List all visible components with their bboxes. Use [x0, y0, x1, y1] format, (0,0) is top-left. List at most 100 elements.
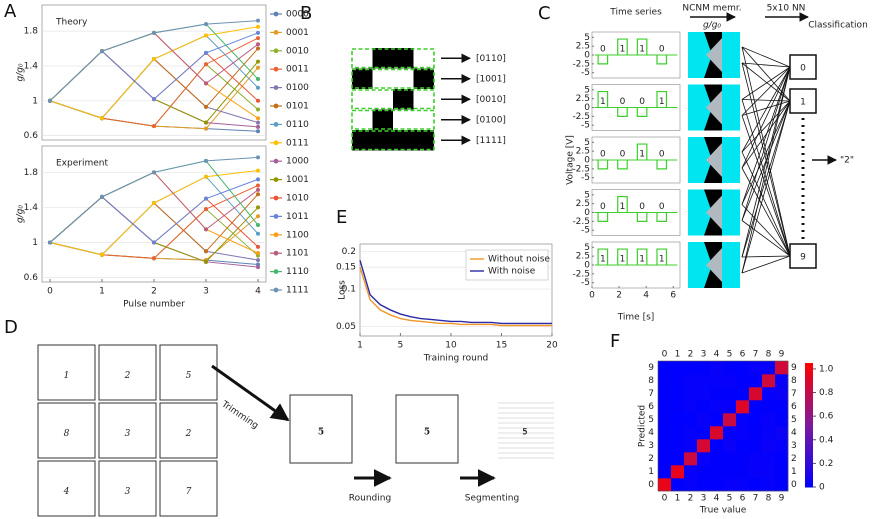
data-point [204, 126, 208, 131]
digit-image: 7 [186, 487, 192, 497]
x-tick-label: 1 [675, 494, 681, 504]
pulse [656, 212, 668, 222]
heatmap-cell [684, 478, 698, 492]
heatmap-cell [775, 452, 789, 466]
x-tick-label: 4 [255, 287, 261, 297]
heatmap-cell [736, 413, 750, 427]
column-title: 5x10 NN [767, 4, 806, 14]
plot-frame [41, 4, 267, 141]
heatmap-cell [671, 413, 685, 427]
output-label: 0 [800, 64, 806, 74]
pixel [393, 48, 414, 69]
data-point [152, 30, 156, 35]
y-tick-label: 0.2 [342, 247, 356, 257]
panel-label: C [538, 3, 551, 24]
pulse [617, 107, 628, 117]
heatmap-cell [671, 387, 685, 401]
y-tick-label: 5 [791, 415, 797, 425]
legend-label: Without noise [488, 255, 550, 265]
bit-label: 0 [639, 97, 645, 107]
pixel [352, 130, 373, 151]
data-point [256, 116, 260, 121]
data-point [256, 205, 260, 210]
digit-frame [98, 344, 157, 401]
colorbar-segment [805, 378, 813, 383]
data-point [204, 50, 208, 55]
y-tick-label: 2 [648, 454, 654, 464]
data-point [152, 170, 156, 175]
pulse [597, 160, 609, 170]
bit-label: 1 [620, 202, 626, 212]
heatmap-cell [775, 478, 789, 492]
column-title: Time series [609, 8, 662, 18]
data-point [152, 57, 156, 61]
colorbar-segment [805, 434, 813, 438]
y-tick-label: -2.5 [572, 112, 590, 122]
heatmap-cell [684, 400, 698, 414]
heatmap-cell [762, 361, 776, 375]
data-point [256, 120, 260, 125]
colorbar-segment [805, 384, 813, 389]
y-axis-label: Loss [338, 280, 348, 300]
y-tick-label: 5 [648, 415, 654, 425]
digit-image: 4 [63, 487, 70, 497]
legend-marker [273, 232, 279, 238]
data-point [256, 107, 260, 112]
colorbar-segment [805, 428, 813, 432]
digit-frame [37, 344, 96, 401]
legend-label: 1000 [286, 157, 309, 167]
step-label: Segmenting [465, 494, 519, 504]
colorbar-segment [805, 443, 813, 448]
data-point [256, 24, 260, 29]
legend-label: 0011 [286, 65, 309, 75]
series-line [49, 242, 259, 265]
colorbar-segment [805, 437, 813, 441]
digit-image: 3 [125, 429, 131, 439]
y-tick-label: 0.05 [336, 322, 356, 332]
legend-label: 0101 [286, 102, 309, 112]
nn-connection [741, 167, 791, 257]
x-tick-label: 6 [740, 350, 746, 360]
y-tick-label: 2.5 [576, 199, 590, 209]
data-point [256, 155, 260, 160]
heatmap-cell [710, 400, 724, 414]
data-point [256, 168, 260, 173]
y-tick-label: 0 [791, 480, 797, 490]
x-tick-label: 2 [688, 494, 694, 504]
output-node [789, 54, 817, 80]
heatmap-cell [697, 465, 711, 479]
heatmap-cell [710, 361, 724, 375]
heatmap-cell [671, 400, 685, 414]
pixel [352, 68, 373, 89]
bit-label: 1 [639, 150, 645, 160]
y-tick-label: -5 [581, 121, 590, 131]
y-tick-label: 0 [584, 103, 590, 113]
heatmap-cell [697, 478, 711, 492]
plot-frame [359, 243, 553, 337]
nn-connection [741, 115, 791, 257]
heatmap-cell [749, 361, 763, 375]
data-point [256, 65, 260, 70]
legend-marker [273, 177, 279, 183]
row-code: [0010] [476, 95, 506, 105]
bit-label: 1 [659, 255, 665, 265]
y-tick-label: 4 [648, 428, 654, 438]
data-point [256, 98, 260, 103]
data-point [256, 124, 260, 129]
colorbar-label: 0.4 [819, 435, 834, 445]
digit-image: 3 [125, 487, 131, 497]
data-point [204, 196, 208, 201]
x-tick-label: 4 [643, 291, 649, 301]
y-tick-label: 5 [584, 138, 590, 148]
pulse [597, 248, 609, 265]
pixel [372, 130, 393, 151]
legend-label: 0100 [286, 83, 309, 93]
legend-label: With noise [488, 267, 536, 277]
y-tick-label: 1.4 [24, 61, 39, 71]
y-tick-label: 5 [584, 33, 590, 43]
x-tick-label: 5 [727, 494, 733, 504]
nn-connection [741, 62, 791, 68]
trimmed-digit: 5 [318, 428, 324, 438]
colorbar-label: 0.8 [819, 388, 834, 398]
